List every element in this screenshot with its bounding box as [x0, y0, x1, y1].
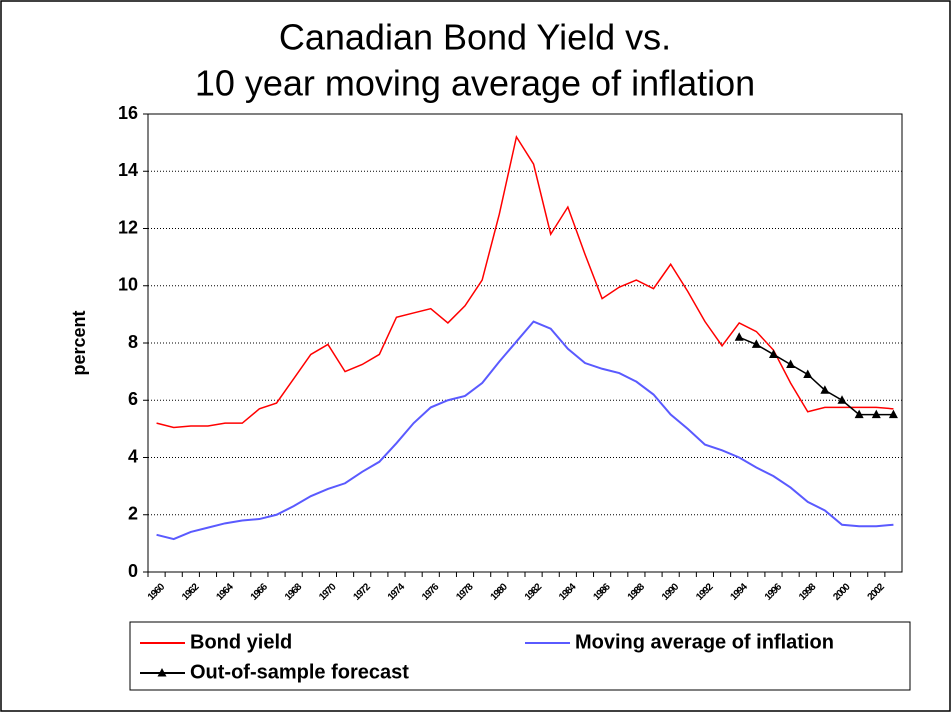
chart-title: 10 year moving average of inflation [195, 63, 755, 104]
y-tick-label: 8 [128, 332, 138, 352]
legend-label: Bond yield [190, 631, 292, 653]
legend-label: Out-of-sample forecast [190, 661, 409, 683]
legend-label: Moving average of inflation [575, 631, 834, 653]
y-tick-label: 14 [118, 160, 138, 180]
y-tick-label: 12 [118, 217, 138, 237]
marker [871, 409, 881, 419]
marker [734, 332, 744, 341]
marker [803, 369, 813, 378]
y-tick-label: 4 [128, 446, 138, 466]
series-line [738, 336, 894, 416]
marker [837, 395, 847, 404]
y-tick-label: 10 [118, 275, 138, 295]
legend [129, 621, 911, 691]
marker [820, 385, 830, 394]
y-axis-label: percent [69, 310, 89, 375]
y-tick-label: 2 [128, 504, 138, 524]
marker [768, 349, 778, 358]
chart-title: Canadian Bond Yield vs. [279, 17, 671, 58]
legend-marker [157, 668, 167, 677]
series-line [156, 134, 894, 429]
marker [786, 359, 796, 368]
y-tick-label: 16 [118, 103, 138, 123]
y-tick-label: 0 [128, 561, 138, 581]
marker [751, 339, 761, 348]
series-line [156, 320, 894, 541]
marker [854, 409, 864, 419]
y-tick-label: 6 [128, 389, 138, 409]
marker [888, 409, 898, 419]
